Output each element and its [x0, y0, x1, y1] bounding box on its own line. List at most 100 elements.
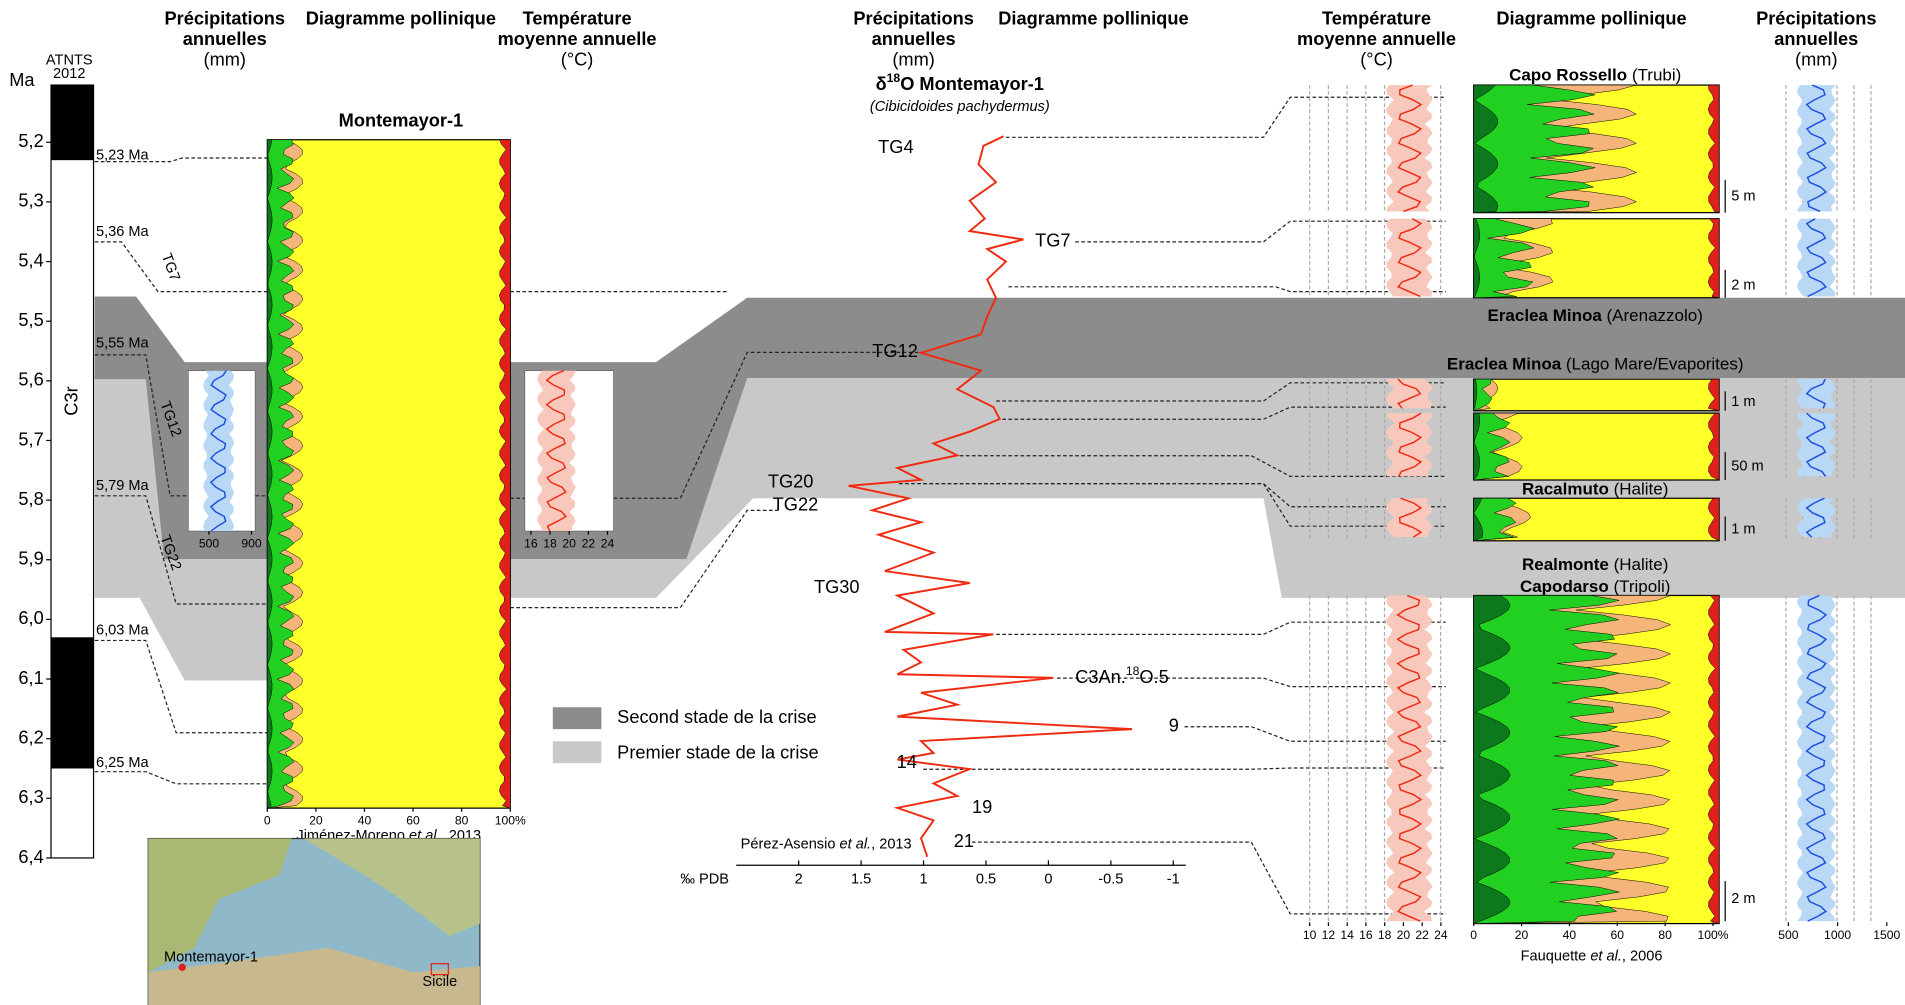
label-part: (Lago Mare/Evaporites) — [1561, 354, 1743, 373]
x-tick-label: 24 — [601, 537, 615, 551]
x-tick-label: 1500 — [1873, 928, 1900, 942]
header: (mm) — [892, 50, 934, 70]
x-tick-label: 40 — [358, 814, 372, 828]
header: (mm) — [204, 50, 246, 70]
label-part: Racalmuto — [1522, 479, 1609, 498]
event-label: 14 — [897, 752, 917, 772]
label-part: , 2006 — [1622, 948, 1663, 964]
pollen-panel — [267, 140, 510, 808]
label-part: et al. — [840, 836, 872, 852]
section-label: Racalmuto (Halite) — [1522, 479, 1668, 498]
event-label: 21 — [954, 831, 974, 851]
header: Précipitations — [165, 8, 285, 28]
x-tick-label: 20 — [562, 537, 576, 551]
y-tick-label: 5,3 — [18, 191, 43, 211]
correlation-line — [972, 842, 1446, 914]
label-part: O.5 — [1139, 667, 1168, 687]
label-part: (Tripoli) — [1609, 576, 1671, 595]
event-label: TG7 — [158, 251, 183, 283]
x-tick-label: 0 — [264, 814, 271, 828]
x-tick-label: 20 — [1515, 928, 1529, 942]
label-part: Fauquette — [1521, 948, 1591, 964]
map-label: Sicile — [422, 974, 457, 990]
scale-label: 1 m — [1731, 522, 1755, 538]
header: Précipitations — [1756, 8, 1876, 28]
header: moyenne annuelle — [1297, 29, 1456, 49]
label-part: (Halite) — [1609, 479, 1669, 498]
timescale-name: 2012 — [53, 66, 85, 82]
event-label: TG7 — [1035, 231, 1070, 251]
header: (mm) — [1795, 50, 1837, 70]
range-area — [1386, 379, 1433, 408]
section-label: Realmonte (Halite) — [1522, 555, 1668, 574]
x-tick-label: 14 — [1340, 928, 1354, 942]
label-part: Capodarso — [1520, 576, 1609, 595]
label-part: (Arenazzolo) — [1602, 305, 1703, 324]
map-label: Montemayor-1 — [164, 949, 258, 965]
x-tick-label: 0 — [1044, 872, 1052, 888]
y-tick-label: 6,2 — [18, 727, 43, 747]
legend-swatch — [553, 741, 602, 763]
citation: Pérez-Asensio et al., 2013 — [741, 836, 912, 852]
label-part: (Trubi) — [1627, 65, 1681, 84]
age-label: 6,25 Ma — [96, 755, 150, 771]
correlation-line — [95, 242, 268, 292]
x-tick-label: 18 — [543, 537, 557, 551]
label-part: , 2013 — [871, 836, 912, 852]
x-tick-label: 0 — [1470, 928, 1477, 942]
x-tick-label: 10 — [1303, 928, 1317, 942]
event-label: C3An.18O.5 — [1075, 664, 1169, 687]
x-tick-label: 24 — [1434, 928, 1448, 942]
x-tick-label: 16 — [524, 537, 538, 551]
section-label: Eraclea Minoa (Arenazzolo) — [1487, 305, 1702, 324]
chron-label: C3n.4n — [62, 92, 82, 151]
x-tick-label: 1000 — [1824, 928, 1851, 942]
label-part: Capo Rossello — [1509, 65, 1627, 84]
x-tick-label: 1 — [919, 872, 927, 888]
age-label: 6,03 Ma — [96, 623, 150, 639]
pollen-taxon — [1708, 413, 1719, 480]
header: Diagramme pollinique — [1496, 8, 1686, 28]
x-tick-label: 0.5 — [976, 872, 996, 888]
scale-label: 50 m — [1731, 458, 1763, 474]
chron-label: C3An.1n — [62, 667, 82, 738]
label-part: δ — [876, 74, 887, 94]
header: annuelles — [1774, 29, 1858, 49]
panel-subtitle: (Cibicidoides pachydermus) — [870, 99, 1050, 115]
x-tick-label: 80 — [455, 814, 469, 828]
label-part: Realmonte — [1522, 555, 1609, 574]
x-tick-label: 22 — [1415, 928, 1429, 942]
y-tick-label: 5,7 — [18, 429, 43, 449]
event-label: TG22 — [773, 494, 819, 514]
header: annuelles — [183, 29, 267, 49]
scale-label: 2 m — [1731, 277, 1755, 293]
scale-label: 5 m — [1731, 189, 1755, 205]
correlation-line — [95, 772, 268, 784]
section-label: Eraclea Minoa (Lago Mare/Evaporites) — [1447, 354, 1744, 373]
x-tick-label: 500 — [1778, 928, 1799, 942]
label-part: 18 — [887, 71, 901, 85]
y-tick-label: 6,0 — [18, 608, 43, 628]
x-tick-label: 500 — [199, 537, 220, 551]
range-area — [537, 371, 576, 531]
y-tick-label: 5,6 — [18, 370, 43, 390]
header: (°C) — [561, 50, 594, 70]
y-tick-label: 5,8 — [18, 489, 43, 509]
pollen-panel — [1474, 379, 1719, 411]
figure: Précipitationsannuelles(mm)Diagramme pol… — [0, 0, 1905, 1005]
x-tick-label: 900 — [241, 537, 262, 551]
header: Température — [523, 8, 632, 28]
correlation-line — [1008, 287, 1445, 292]
x-tick-label: 40 — [1563, 928, 1577, 942]
age-label: 5,55 Ma — [96, 336, 150, 352]
legend-label: Premier stade de la crise — [617, 742, 818, 762]
label-part: C3An. — [1075, 667, 1126, 687]
event-label: TG12 — [872, 341, 918, 361]
header: (°C) — [1360, 50, 1393, 70]
header: annuelles — [872, 29, 956, 49]
x-tick-label: 20 — [1397, 928, 1411, 942]
chron-label: C3r — [62, 386, 82, 415]
x-tick-label: 100% — [1698, 928, 1729, 942]
section-label: Capo Rossello (Trubi) — [1509, 65, 1681, 84]
event-label: 19 — [972, 797, 992, 817]
